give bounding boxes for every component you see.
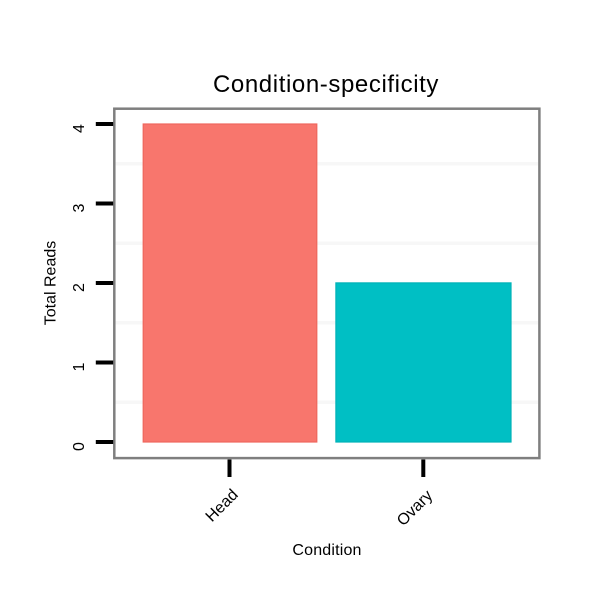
svg-text:0: 0 bbox=[71, 442, 88, 451]
svg-text:3: 3 bbox=[71, 204, 88, 213]
svg-text:4: 4 bbox=[71, 124, 88, 133]
svg-text:1: 1 bbox=[71, 363, 88, 372]
svg-text:Condition-specificity: Condition-specificity bbox=[213, 71, 439, 98]
svg-text:Total Reads: Total Reads bbox=[43, 241, 60, 326]
svg-text:Condition: Condition bbox=[292, 542, 361, 559]
svg-text:2: 2 bbox=[71, 283, 88, 292]
